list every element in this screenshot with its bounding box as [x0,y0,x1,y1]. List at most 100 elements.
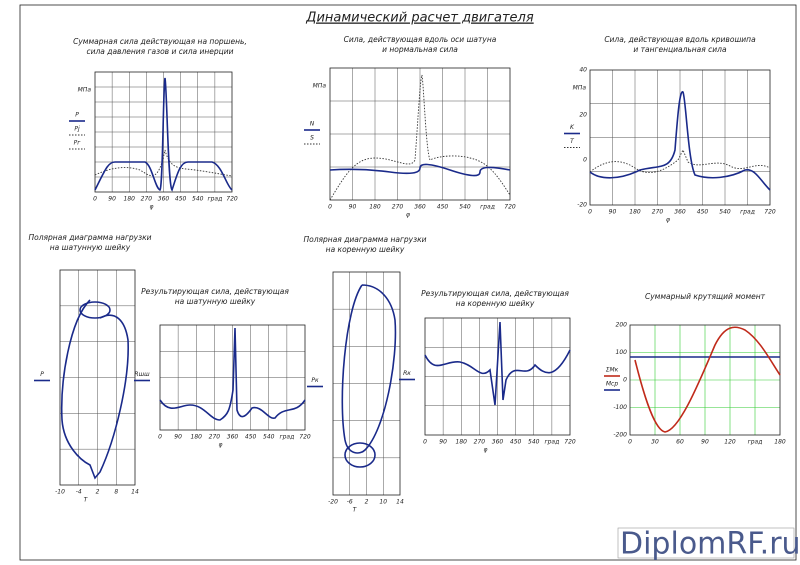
x-tick-label: 0 [628,439,632,446]
panel-title: Сила, действующая вдоль оси шатуна [344,35,497,44]
x-tick-label: 14 [396,499,404,506]
x-tick-label: 60 [676,439,684,446]
x-tick-label: 0 [158,434,162,441]
panel-title: на шатунную шейку [175,297,256,306]
x-tick-label: 120 [724,439,736,446]
x-tick-label: 90 [609,209,617,216]
x-tick-label: град [740,209,755,216]
x-tick-label: -10 [55,489,65,496]
polar-main-loop [344,442,376,468]
panel-title: Результирующая сила, действующая [141,287,289,296]
x-tick-label: 0 [328,204,332,211]
axis-symbol: φ [150,204,154,211]
legend-label: Mср [606,381,618,388]
x-tick-label: 180 [629,209,641,216]
x-tick-label: 360 [227,434,239,441]
plot-frame [424,317,571,436]
sheet-title: Динамический расчет двигателя [305,11,534,26]
x-tick-label: 90 [701,439,709,446]
plot-frame [629,324,781,436]
polar-rod-loop [79,301,111,319]
x-tick-label: 270 [474,439,486,446]
x-tick-label: 450 [510,439,522,446]
legend-label: P [75,112,79,119]
sheet-frame [19,4,797,561]
panel-title: на шатунную шейку [50,243,131,252]
x-tick-label: 180 [191,434,203,441]
watermark: DiplomRF.ru [620,527,800,562]
curve-t [589,148,771,173]
legend-label: Pj [74,126,80,133]
x-tick-label: 10 [379,499,387,506]
legend-label: Rк [403,370,411,377]
axis-symbol: T [353,507,358,514]
polar-main [341,284,397,454]
x-tick-label: 360 [414,204,426,211]
x-tick-label: 0 [588,209,592,216]
x-tick-label: 30 [651,439,659,446]
x-tick-label: -4 [76,489,82,496]
x-tick-label: 720 [564,439,576,446]
x-tick-label: 540 [263,434,275,441]
x-tick-label: град [480,204,495,211]
x-tick-label: 540 [459,204,471,211]
x-tick-label: 720 [226,196,238,203]
x-tick-label: 90 [349,204,357,211]
x-tick-label: 720 [504,204,516,211]
x-tick-label: 90 [108,196,116,203]
axis-symbol: φ [219,442,223,449]
axis-symbol: T [84,497,89,504]
x-tick-label: 0 [93,196,97,203]
panel-title: и тангенциальная сила [633,45,727,54]
x-tick-label: 360 [158,196,170,203]
panel-title: Полярная диаграмма нагрузки [29,233,152,242]
x-tick-label: 180 [774,439,786,446]
x-tick-label: град [207,196,222,203]
y-tick-label: 0 [623,377,627,384]
x-tick-label: 450 [437,204,449,211]
x-tick-label: 8 [114,489,118,496]
x-tick-label: 270 [209,434,221,441]
x-tick-label: 180 [369,204,381,211]
x-tick-label: 720 [299,434,311,441]
x-tick-label: 360 [492,439,504,446]
panel-title: на коренную шейку [456,299,535,308]
x-tick-label: -6 [347,499,353,506]
x-tick-label: 540 [528,439,540,446]
legend-label: Pк [311,377,319,384]
legend-label: Pг [74,140,82,147]
y-tick-label: 40 [579,67,587,74]
panel-title: Сила, действующая вдоль кривошипа [604,35,756,44]
x-tick-label: 14 [131,489,139,496]
x-tick-label: 180 [124,196,136,203]
x-tick-label: 540 [192,196,204,203]
y-tick-label: -20 [577,202,587,209]
panel-title: Полярная диаграмма нагрузки [304,235,427,244]
unit-label: МПа [573,85,587,92]
axis-symbol: φ [666,217,670,224]
curve-rod-result [159,327,306,421]
y-tick-label: 20 [579,112,587,119]
x-tick-label: 540 [719,209,731,216]
unit-label: МПа [78,87,92,94]
plot-frame [94,71,233,193]
plot-frame [59,269,136,486]
title-block [617,527,795,559]
panel-title: Суммарная сила действующая на поршень, [73,37,247,46]
curve-n [329,163,511,177]
plot-frame [159,324,306,431]
curve-k [589,91,771,191]
x-tick-label: 270 [652,209,664,216]
x-tick-label: 90 [439,439,447,446]
axis-symbol: φ [484,447,488,454]
x-tick-label: град [279,434,294,441]
x-tick-label: 2 [96,489,100,496]
legend-label: N [310,121,315,128]
x-tick-label: 450 [697,209,709,216]
unit-label: МПа [313,83,327,90]
legend-label: T [570,138,575,145]
panel-title: сила давления газов и сила инерции [86,47,233,56]
panel-title: на коренную шейку [326,245,405,254]
plot-frame [332,271,401,496]
